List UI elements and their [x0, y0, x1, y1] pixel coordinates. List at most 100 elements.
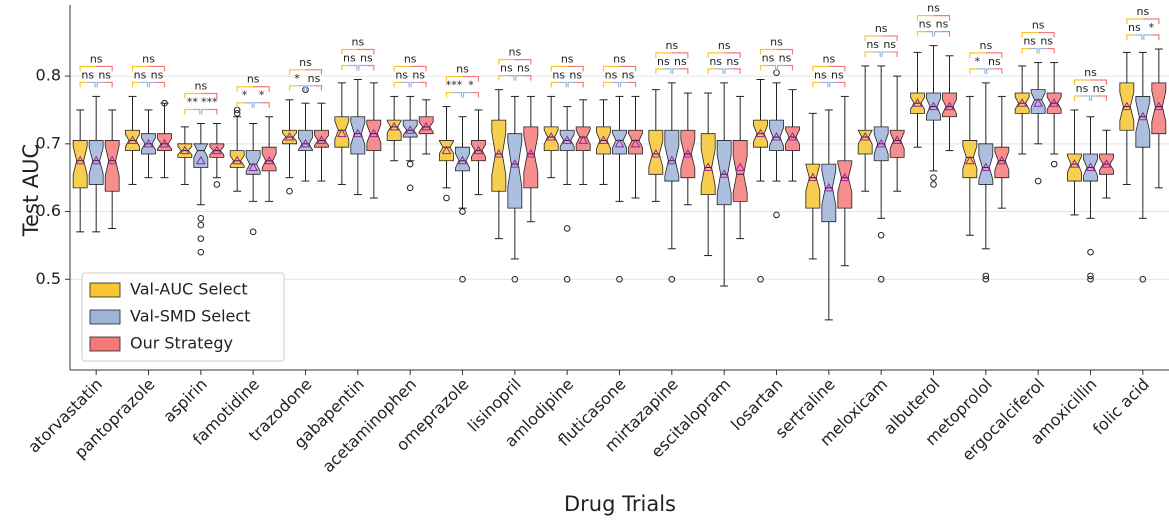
- significance-label: ns: [569, 68, 582, 81]
- significance-label: ns: [142, 52, 155, 65]
- box: [350, 116, 366, 155]
- mean-marker: [316, 135, 327, 144]
- bracket: [498, 59, 515, 65]
- bracket: [297, 85, 306, 91]
- mean-marker: [159, 138, 170, 148]
- bracket: [881, 51, 890, 57]
- box: [439, 140, 454, 162]
- box: [942, 92, 957, 118]
- significance-label: ***: [446, 79, 463, 92]
- box: [418, 116, 434, 135]
- bracket: [768, 64, 777, 71]
- bracket: [393, 81, 402, 88]
- box: [455, 146, 470, 172]
- mean-marker: [719, 169, 730, 178]
- significance-label: ns: [622, 68, 635, 81]
- bracket: [864, 35, 882, 41]
- mean-marker: [598, 135, 609, 144]
- bracket: [366, 64, 375, 71]
- bracket: [602, 65, 620, 72]
- box: [1135, 96, 1151, 148]
- box: [229, 150, 245, 168]
- flier: [1087, 275, 1094, 283]
- mean-marker: [876, 138, 887, 148]
- bracket: [724, 52, 741, 58]
- box: [491, 119, 507, 192]
- bracket: [933, 31, 942, 37]
- bracket: [785, 64, 794, 71]
- bracket: [985, 52, 1003, 58]
- significance-label: ns: [919, 18, 932, 31]
- bracket: [506, 75, 515, 81]
- bracket: [462, 91, 471, 98]
- bracket: [680, 68, 689, 74]
- flier: [877, 275, 885, 283]
- bracket: [1038, 47, 1047, 54]
- mean-marker: [614, 138, 625, 148]
- bracket: [759, 48, 777, 55]
- bracket: [916, 31, 925, 37]
- bracket: [1126, 18, 1143, 25]
- significance-label: *: [468, 79, 474, 92]
- mean-marker: [1085, 162, 1096, 172]
- significance-label: ns: [343, 51, 356, 64]
- bracket: [820, 81, 829, 88]
- mean-marker: [75, 155, 86, 165]
- mean-marker: [195, 155, 206, 165]
- bracket: [550, 81, 559, 88]
- bracket: [200, 92, 218, 99]
- bracket: [471, 91, 480, 98]
- bracket: [79, 65, 97, 72]
- y-tick-label: 0.5: [36, 269, 61, 288]
- box: [1030, 89, 1046, 114]
- bracket: [707, 68, 716, 74]
- bracket: [131, 81, 140, 88]
- significance-label: ns: [395, 68, 408, 81]
- bracket: [357, 48, 375, 55]
- bracket: [864, 51, 873, 57]
- flier: [233, 110, 241, 117]
- significance-label: ns: [1032, 19, 1045, 32]
- mean-marker: [546, 132, 557, 141]
- flier: [1050, 160, 1058, 168]
- bracket: [1151, 34, 1160, 41]
- bracket: [1142, 18, 1160, 25]
- flier: [982, 272, 990, 280]
- mean-marker: [666, 155, 677, 165]
- significance-label: ns: [1076, 82, 1089, 95]
- bracket: [418, 81, 427, 88]
- box: [821, 163, 837, 223]
- mean-marker: [143, 138, 154, 148]
- bracket: [837, 81, 846, 88]
- bracket: [341, 48, 358, 55]
- flier: [197, 248, 205, 256]
- bracket: [148, 81, 157, 88]
- mean-marker: [525, 148, 536, 158]
- box: [575, 126, 591, 151]
- significance-label: ns: [988, 55, 1001, 68]
- flier: [459, 208, 466, 215]
- bracket: [1143, 34, 1152, 41]
- mean-marker: [1101, 159, 1112, 168]
- flier: [1139, 275, 1147, 283]
- bracket: [514, 59, 532, 65]
- bracket: [776, 64, 785, 71]
- bracket: [1090, 95, 1099, 101]
- bracket: [1021, 31, 1039, 38]
- significance-label: ns: [134, 68, 147, 81]
- significance-label: ns: [404, 52, 417, 65]
- mean-marker: [787, 132, 798, 141]
- legend-swatch: [89, 309, 121, 325]
- significance-label: ns: [90, 52, 103, 65]
- y-tick-label: 0.7: [36, 133, 61, 152]
- y-tick-label: 0.8: [36, 66, 61, 85]
- significance-label: **: [187, 96, 199, 109]
- significance-label: ns: [674, 55, 687, 68]
- x-tick-label: aspirin: [159, 375, 211, 427]
- flier: [197, 221, 205, 229]
- significance-label: *: [975, 55, 981, 68]
- box: [314, 129, 329, 148]
- mean-marker: [441, 145, 452, 155]
- box: [402, 119, 418, 138]
- bracket: [236, 86, 254, 92]
